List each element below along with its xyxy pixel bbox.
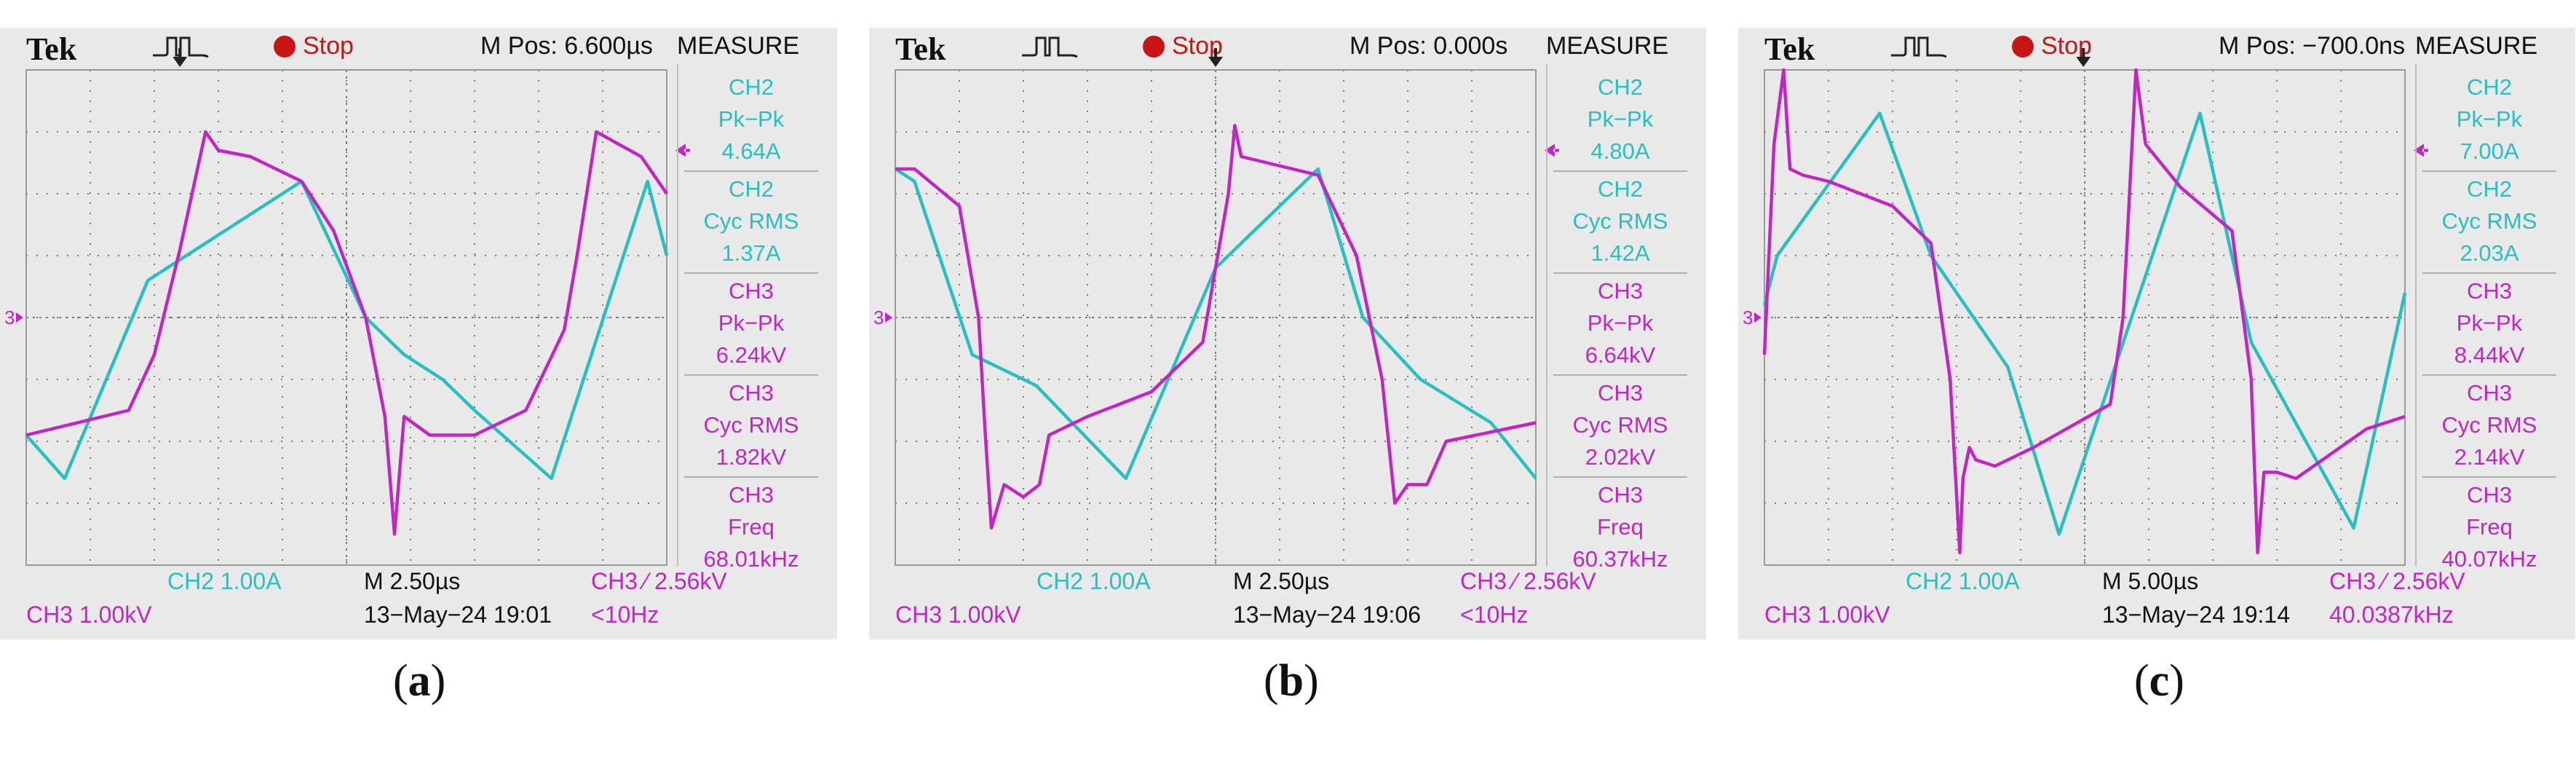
graticule [1764, 69, 2406, 566]
measurement-divider [1553, 374, 1687, 376]
ch2-waveform [1762, 111, 2407, 536]
ch2-scale: CH2 1.00A [1037, 568, 1151, 594]
measurement-divider [684, 272, 818, 274]
scope-panel-b: Tek Stop M Pos: 0.000s MEASURE 3 CH2 Pk−P… [869, 28, 1706, 639]
measure-title: MEASURE [2415, 32, 2538, 60]
brand-logo: Tek [26, 31, 77, 67]
waveform-display: 3 [1743, 48, 2428, 566]
trigger-pulse-icon [1022, 36, 1078, 58]
waveform-display: 3 [873, 48, 1559, 566]
trigger-pulse-icon [153, 36, 209, 58]
measure-title: MEASURE [1546, 32, 1669, 60]
measurement-item: CH3 Cyc RMS 2.02kV [1572, 380, 1668, 470]
stop-icon [2012, 36, 2034, 58]
trigger-level-icon [1545, 143, 1559, 157]
graticule [25, 69, 667, 566]
measurement-item: CH2 Cyc RMS 1.42A [1572, 176, 1668, 266]
measurement-divider [684, 170, 818, 172]
ch3-scale: CH3 1.00kV [26, 602, 152, 628]
trigger-position-icon [2076, 48, 2091, 67]
ch3-scale: CH3 1.00kV [1764, 602, 1890, 628]
measurement-item: CH3 Pk−Pk 8.44kV [2454, 278, 2525, 368]
stop-icon [1143, 36, 1165, 58]
measurement-item: CH3 Pk−Pk 6.64kV [1585, 278, 1656, 368]
measurement-item: CH3 Freq 68.01kHz [703, 482, 799, 572]
measure-title: MEASURE [677, 32, 800, 60]
measurement-item: CH2 Cyc RMS 1.37A [703, 176, 799, 266]
trigger-setting: CH3 ⁄ 2.56kV [1460, 568, 1596, 594]
horizontal-position: M Pos: 6.600µs [480, 32, 653, 60]
ch3-waveform [1762, 68, 2406, 555]
measurement-panel: CH2 Pk−Pk 4.64A CH2 Cyc RMS 1.37A CH3 Pk−Pk 6.… [677, 64, 824, 572]
measurement-divider [2422, 170, 2556, 172]
measurement-divider [684, 476, 818, 478]
waveform-display: 3 [4, 48, 690, 566]
graticule-border [1764, 69, 2406, 566]
graticule-border [25, 69, 667, 566]
measurement-divider [2422, 272, 2556, 274]
measurement-item: CH3 Cyc RMS 1.82kV [703, 380, 799, 470]
ch2-scale: CH2 1.00A [1906, 568, 2020, 594]
ch3-ground-marker: 3 [873, 307, 884, 328]
measurement-item: CH2 Pk−Pk 4.80A [1587, 74, 1654, 164]
graticule [895, 69, 1537, 566]
caption-b: (b) [1264, 656, 1319, 706]
timebase: M 2.50µs [364, 568, 461, 594]
ch3-waveform [25, 130, 668, 536]
caption-a: (a) [393, 656, 446, 706]
trigger-pulse-icon [1891, 36, 1947, 58]
measurement-divider [684, 374, 818, 376]
trigger-level-icon [2414, 143, 2428, 157]
measurement-panel: CH2 Pk−Pk 4.80A CH2 Cyc RMS 1.42A CH3 Pk−Pk 6.… [1546, 64, 1693, 572]
trigger-frequency: 40.0387kHz [2329, 602, 2454, 628]
ch3-scale: CH3 1.00kV [895, 602, 1021, 628]
caption-c: (c) [2134, 656, 2184, 706]
brand-logo: Tek [1764, 31, 1815, 67]
measurement-divider [2422, 374, 2556, 376]
ch3-ground-marker: 3 [1743, 307, 1753, 328]
trigger-position-icon [1208, 48, 1223, 67]
ch2-waveform [25, 179, 669, 481]
graticule-border [895, 69, 1537, 566]
horizontal-position: M Pos: 0.000s [1350, 32, 1508, 60]
measurement-panel: CH2 Pk−Pk 7.00A CH2 Cyc RMS 2.03A CH3 Pk−Pk 8.… [2415, 64, 2562, 572]
ch3-ground-arrow-icon [1754, 312, 1761, 323]
measurement-divider [2422, 476, 2556, 478]
scope-panel-c: Tek Stop M Pos: −700.0ns MEASURE 3 CH2 Pk… [1738, 28, 2575, 639]
measurement-divider [1553, 170, 1687, 172]
measurement-item: CH3 Freq 60.37kHz [1572, 482, 1668, 572]
scope-panel-a: Tek Stop M Pos: 6.600µs MEASURE 3 CH2 Pk−… [0, 28, 837, 639]
trigger-setting: CH3 ⁄ 2.56kV [591, 568, 727, 594]
timebase: M 5.00µs [2102, 568, 2199, 594]
measurement-item: CH2 Pk−Pk 4.64A [718, 74, 785, 164]
trigger-frequency: <10Hz [1460, 602, 1529, 628]
datetime: 13−May−24 19:01 [364, 602, 552, 628]
stop-icon [274, 36, 296, 58]
timebase: M 2.50µs [1233, 568, 1330, 594]
ch3-ground-arrow-icon [885, 312, 892, 323]
datetime: 13−May−24 19:06 [1233, 602, 1421, 628]
measurement-item: CH2 Pk−Pk 7.00A [2456, 74, 2523, 164]
measurement-divider [1553, 272, 1687, 274]
trigger-setting: CH3 ⁄ 2.56kV [2329, 568, 2465, 594]
trigger-position-icon [173, 48, 188, 67]
trigger-level-icon [675, 143, 690, 157]
ch3-ground-arrow-icon [16, 312, 23, 323]
brand-logo: Tek [895, 31, 946, 67]
measurement-item: CH3 Freq 40.07kHz [2441, 482, 2537, 572]
ch3-waveform [895, 124, 1537, 530]
ch2-scale: CH2 1.00A [167, 568, 282, 594]
measurement-divider [1553, 476, 1687, 478]
acquisition-state: Stop [303, 32, 354, 60]
measurement-item: CH2 Cyc RMS 2.03A [2441, 176, 2537, 266]
datetime: 13−May−24 19:14 [2102, 602, 2290, 628]
trigger-frequency: <10Hz [591, 602, 659, 628]
ch3-ground-marker: 3 [4, 307, 15, 328]
measurement-item: CH3 Cyc RMS 2.14kV [2441, 380, 2537, 470]
measurement-item: CH3 Pk−Pk 6.24kV [716, 278, 787, 368]
horizontal-position: M Pos: −700.0ns [2219, 32, 2406, 60]
